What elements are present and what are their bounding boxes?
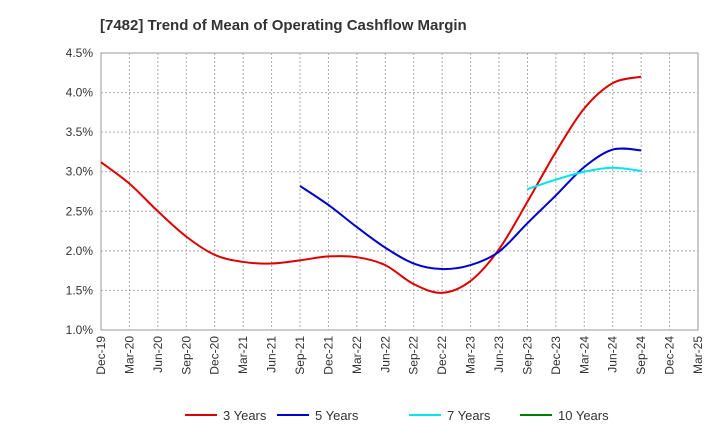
y-tick-label: 3.0% [66,165,94,179]
x-tick-label: Jun-22 [378,336,392,373]
x-tick-label: Sep-21 [293,336,307,375]
x-tick-label: Sep-20 [179,336,193,375]
x-tick-label: Mar-21 [236,336,250,374]
x-tick-label: Dec-23 [549,336,563,375]
legend-label-3-years: 3 Years [223,408,267,423]
x-tick-label: Dec-22 [435,336,449,375]
series-line-5-years [299,147,642,271]
x-tick-label: Dec-19 [94,336,108,375]
x-tick-label: Sep-23 [520,336,534,375]
legend-label-10-years: 10 Years [558,408,609,423]
y-tick-label: 4.5% [66,46,94,60]
legend: 3 Years 5 Years 7 Years 10 Years [185,408,609,423]
x-tick-label: Mar-22 [350,336,364,374]
x-tick-label: Mar-24 [577,336,591,374]
x-tick-label: Jun-21 [265,336,279,373]
x-axis: Dec-19 Mar-20 Jun-20 Sep-20 Dec-20 Mar-21 Jun-… [94,336,705,375]
legend-label-7-years: 7 Years [447,408,491,423]
x-tick-label: Mar-23 [464,336,478,374]
y-tick-label: 1.5% [66,283,94,297]
x-tick-label: Dec-24 [663,336,677,375]
x-tick-label: Sep-22 [407,336,421,375]
x-tick-label: Mar-20 [122,336,136,374]
y-tick-label: 2.5% [66,204,94,218]
y-axis: 1.0% 1.5% 2.0% 2.5% 3.0% 3.5% 4.0% 4.5% [66,46,94,337]
y-tick-label: 2.0% [66,244,94,258]
plot-area [100,52,699,331]
y-tick-label: 1.0% [66,323,94,337]
y-tick-label: 3.5% [66,125,94,139]
chart-title: [7482] Trend of Mean of Operating Cashfl… [100,17,467,34]
x-tick-label: Dec-20 [208,336,222,375]
x-tick-label: Dec-21 [321,336,335,375]
series-line-7-years [527,166,642,191]
series-lines [100,75,642,294]
x-tick-label: Jun-23 [492,336,506,373]
x-tick-label: Sep-24 [634,336,648,375]
series-line-3-years [100,75,642,294]
x-tick-label: Jun-24 [606,336,620,373]
x-tick-label: Mar-25 [691,336,705,374]
x-tick-label: Jun-20 [151,336,165,373]
legend-label-5-years: 5 Years [315,408,359,423]
y-tick-label: 4.0% [66,86,94,100]
